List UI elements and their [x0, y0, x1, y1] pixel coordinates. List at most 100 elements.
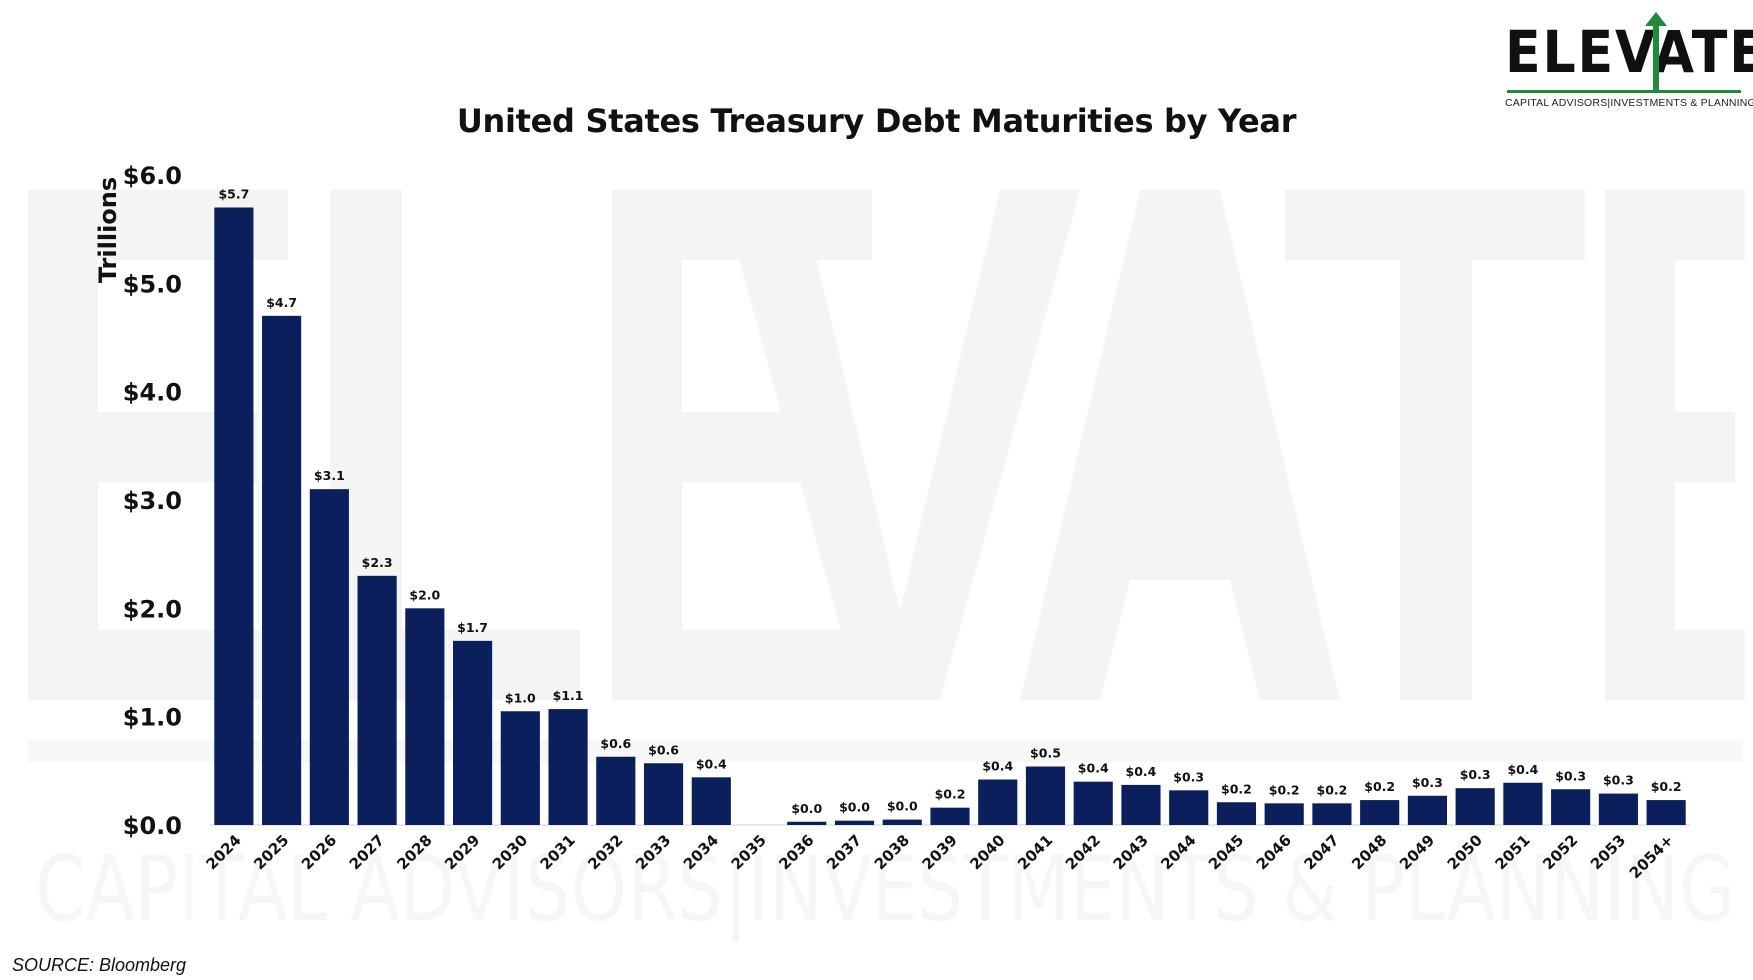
x-tick-label: 2042: [1062, 831, 1104, 873]
x-tick-label: 2041: [1014, 831, 1056, 873]
bar-2050: [1455, 788, 1495, 825]
y-tick-label: $4.0: [123, 379, 182, 407]
data-label-2024: $5.7: [218, 187, 249, 202]
bar-2049: [1407, 795, 1447, 825]
x-tick-label: 2030: [489, 831, 531, 873]
bar-2026: [309, 489, 349, 825]
y-tick-label: $0.0: [123, 812, 182, 840]
data-label-2030: $1.0: [505, 690, 536, 705]
x-tick-label: 2046: [1253, 831, 1295, 873]
bar-2046: [1264, 803, 1304, 825]
y-axis: $0.0 $1.0 $2.0 $3.0 $4.0 $5.0 $6.0: [123, 162, 182, 840]
bar-2028: [405, 608, 445, 825]
y-tick-label: $6.0: [123, 162, 182, 190]
data-label-2054+: $0.2: [1651, 779, 1682, 794]
bar-2053: [1598, 793, 1638, 825]
x-tick-label: 2036: [775, 831, 817, 873]
bar-2039: [930, 807, 970, 825]
bar-2047: [1312, 803, 1352, 825]
logo-rule: [1507, 90, 1741, 93]
data-label-2032: $0.6: [600, 736, 631, 751]
bar-2029: [453, 640, 493, 825]
data-label-2042: $0.4: [1078, 761, 1109, 776]
x-tick-label: 2039: [919, 831, 961, 873]
x-tick-label: 2045: [1205, 831, 1247, 873]
bar-2040: [978, 779, 1018, 825]
bar-2030: [500, 711, 540, 825]
bar-2041: [1025, 766, 1066, 825]
bar-2042: [1073, 781, 1113, 825]
x-tick-label: 2049: [1396, 831, 1438, 873]
data-label-2037: $0.0: [839, 800, 870, 815]
x-tick-label: 2043: [1110, 831, 1152, 873]
x-tick-label: 2047: [1301, 831, 1343, 873]
y-tick-label: $2.0: [123, 595, 182, 623]
data-label-2036: $0.0: [791, 801, 822, 816]
brand-logo: ELEVATE CAPITAL ADVISORS|INVESTMENTS & P…: [1505, 10, 1753, 110]
data-label-2043: $0.4: [1126, 764, 1157, 779]
data-label-2044: $0.3: [1173, 769, 1204, 784]
bar-2048: [1360, 800, 1400, 825]
y-axis-title: Trillions: [94, 177, 122, 283]
bar-2031: [548, 709, 588, 825]
x-tick-label: 2037: [823, 831, 865, 873]
bar-2054+: [1646, 800, 1686, 825]
data-label-2038: $0.0: [887, 799, 918, 814]
x-tick-label: 2044: [1157, 831, 1199, 873]
bar-2052: [1551, 789, 1591, 825]
x-tick-label: 2024: [202, 831, 244, 873]
x-tick-label: 2034: [680, 831, 722, 873]
x-tick-label: 2025: [250, 831, 292, 873]
data-label-2026: $3.1: [314, 468, 345, 483]
logo-tagline: CAPITAL ADVISORS|INVESTMENTS & PLANNING: [1505, 97, 1753, 109]
data-label-2052: $0.3: [1555, 768, 1586, 783]
bar-2034: [691, 777, 731, 825]
x-tick-label: 2052: [1539, 831, 1581, 873]
data-label-2047: $0.2: [1317, 782, 1348, 797]
bar-2051: [1503, 782, 1543, 825]
data-label-2033: $0.6: [648, 742, 679, 757]
x-tick-label: 2048: [1348, 831, 1390, 873]
data-label-2048: $0.2: [1364, 779, 1395, 794]
bar-2027: [357, 575, 397, 825]
bar-2044: [1169, 790, 1209, 825]
x-tick-label: 2027: [346, 831, 388, 873]
data-label-2028: $2.0: [409, 587, 440, 602]
x-tick-label: 2035: [728, 831, 770, 873]
data-label-2049: $0.3: [1412, 775, 1443, 790]
x-tick-label: 2050: [1444, 831, 1486, 873]
bar-2045: [1216, 802, 1257, 825]
data-label-2053: $0.3: [1603, 773, 1634, 788]
arrow-up-icon: [1645, 12, 1667, 90]
y-tick-label: $5.0: [123, 270, 182, 298]
data-label-2031: $1.1: [553, 688, 584, 703]
data-label-2045: $0.2: [1221, 781, 1252, 796]
logo-wordmark: ELEVATE: [1505, 18, 1753, 86]
data-label-2050: $0.3: [1460, 767, 1491, 782]
x-tick-label: 2053: [1587, 831, 1629, 873]
bar-2036: [787, 821, 827, 825]
bar-2038: [882, 819, 922, 825]
data-label-2034: $0.4: [696, 756, 727, 771]
bar-2025: [262, 315, 302, 825]
bar-2043: [1121, 784, 1161, 825]
y-tick-label: $1.0: [123, 704, 182, 732]
x-tick-label: 2054+: [1626, 831, 1677, 882]
x-tick-label: 2051: [1491, 831, 1533, 873]
source-note: SOURCE: Bloomberg: [12, 955, 187, 975]
x-tick-label: 2033: [632, 831, 674, 873]
y-tick-label: $3.0: [123, 487, 182, 515]
x-axis: 2024 2025 2026 2027 2028 2029 2030 2031 2032 2033…: [202, 831, 1677, 882]
x-tick-label: 2032: [584, 831, 626, 873]
x-tick-label: 2040: [966, 831, 1008, 873]
x-tick-label: 2029: [441, 831, 483, 873]
data-labels: $5.7 $4.7 $3.1 $2.3 $2.0 $1.7 $1.0 $1.1 $0.6 $0.6…: [218, 187, 1681, 816]
x-tick-label: 2026: [298, 831, 340, 873]
data-label-2051: $0.4: [1507, 762, 1538, 777]
bars: [214, 207, 1686, 825]
x-tick-label: 2028: [393, 831, 435, 873]
data-label-2039: $0.2: [935, 787, 966, 802]
x-tick-label: 2031: [537, 831, 579, 873]
data-label-2046: $0.2: [1269, 782, 1300, 797]
